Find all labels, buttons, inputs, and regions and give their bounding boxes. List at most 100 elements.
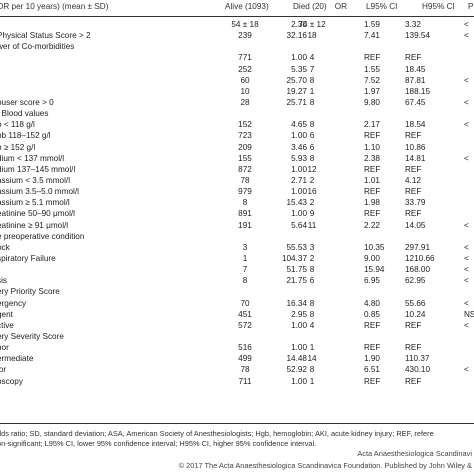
- cell-l95-ci: 10.35: [364, 242, 385, 252]
- cell-h95-ci: REF: [405, 209, 422, 219]
- cell-alive: 152: [238, 120, 252, 130]
- table-row: 771 4 1.00 REF REF: [0, 52, 474, 63]
- cell-alive: 78: [240, 365, 250, 375]
- cell-died: 6: [309, 276, 315, 286]
- cell-h95-ci: 4.12: [405, 175, 421, 185]
- cell-alive: 155: [238, 153, 252, 163]
- cell-died: 4: [309, 320, 315, 330]
- cell-odds-ratio: 1.00: [291, 376, 307, 386]
- cell-h95-ci: 55.66: [405, 298, 426, 308]
- cell-variable: gent: [0, 309, 13, 319]
- cell-variable: ob 118–152 g/l: [0, 131, 51, 141]
- cell-died: 1: [309, 86, 315, 96]
- cell-h95-ci: REF: [405, 131, 422, 141]
- cell-h95-ci: REF: [405, 376, 422, 386]
- cell-odds-ratio: 1.00: [291, 187, 307, 197]
- cell-odds-ratio: 1.00: [291, 343, 307, 353]
- cell-l95-ci: REF: [364, 164, 381, 174]
- header-or: OR: [334, 2, 347, 11]
- cell-died: 14: [307, 354, 317, 364]
- cell-odds-ratio: 2.71: [291, 175, 307, 185]
- cell-h95-ci: 14.05: [405, 220, 426, 230]
- cell-died: 74 ± 12: [298, 20, 326, 29]
- cell-odds-ratio: 2.30: [291, 20, 307, 29]
- cell-p-value: <: [464, 20, 469, 29]
- header-l95-ci: L95% CI: [366, 2, 398, 11]
- cell-died: 6: [309, 131, 315, 141]
- cell-variable: nor: [0, 343, 9, 353]
- cell-h95-ci: 33.79: [405, 198, 426, 208]
- cell-died: 8: [309, 265, 315, 275]
- cell-odds-ratio: 14.48: [286, 354, 308, 364]
- cell-h95-ci: 297.91: [405, 242, 431, 252]
- copyright-credit: © 2017 The Acta Anaesthesiologica Scandi…: [178, 461, 472, 470]
- cell-h95-ci: REF: [405, 187, 422, 197]
- cell-died: 2: [309, 253, 315, 263]
- header-variable: OR per 10 years) (mean ± SD): [0, 2, 109, 11]
- cell-p-value: <: [464, 242, 469, 252]
- cell-odds-ratio: 32.16: [286, 31, 308, 41]
- cell-alive: 78: [240, 175, 250, 185]
- cell-alive: 771: [238, 53, 252, 63]
- cell-p-value: <: [464, 365, 469, 375]
- cell-p-value: <: [464, 265, 469, 275]
- cell-variable: jor: [0, 365, 7, 375]
- cell-variable: dium 137–145 mmol/l: [0, 164, 76, 174]
- cell-l95-ci: 2.17: [364, 120, 380, 130]
- cell-died: 1: [309, 343, 315, 353]
- table-row: dium 137–145 mmol/l 872 12 1.00 REF REF: [0, 164, 474, 175]
- cell-p-value: NS: [464, 309, 474, 319]
- table-row: assium 3.5–5.0 mmol/l 979 16 1.00 REF REF: [0, 186, 474, 197]
- cell-variable: . Blood values: [0, 109, 49, 119]
- cell-variable: assium 3.5–5.0 mmol/l: [0, 187, 79, 197]
- footnote-line-1: dds ratio; SD, standard deviation; ASA, …: [0, 429, 434, 438]
- cell-p-value: <: [464, 220, 469, 230]
- cell-died: 6: [309, 142, 315, 152]
- cell-p-value: <: [464, 320, 469, 330]
- cell-odds-ratio: 25.70: [286, 75, 308, 85]
- cell-variable: ery Priority Score: [0, 287, 60, 297]
- cell-h95-ci: 3.32: [405, 20, 421, 29]
- cell-l95-ci: 1.98: [364, 198, 380, 208]
- header-h95-ci: H95% CI: [422, 2, 455, 11]
- table-row: 10 1 19.27 1.97 188.15: [0, 86, 474, 97]
- cell-variable: spiratory Failure: [0, 253, 56, 263]
- table-row: wer of Co-morbidities: [0, 41, 474, 52]
- cell-l95-ci: 6.95: [364, 276, 380, 286]
- header-alive: Alive (1093): [225, 2, 269, 11]
- cell-variable: ctive: [0, 320, 14, 330]
- cell-alive: 70: [240, 298, 250, 308]
- cell-variable: oscopy: [0, 376, 23, 386]
- cell-variable: eatinine ≥ 91 μmol/l: [0, 220, 69, 230]
- cell-variable: wer of Co-morbidities: [0, 42, 75, 52]
- cell-l95-ci: 1.90: [364, 354, 380, 364]
- cell-l95-ci: 4.80: [364, 298, 380, 308]
- table-row: . Blood values: [0, 108, 474, 119]
- cell-odds-ratio: 21.75: [286, 276, 308, 286]
- cell-h95-ci: 430.10: [405, 365, 431, 375]
- cell-variable: sis: [0, 276, 8, 286]
- cell-p-value: <: [464, 253, 469, 263]
- cell-h95-ci: REF: [405, 320, 422, 330]
- table-row: assium ≥ 5.1 mmol/l 8 2 15.43 1.98 33.79: [0, 197, 474, 208]
- cell-died: 2: [309, 175, 315, 185]
- cell-alive: 252: [238, 64, 252, 74]
- footnote-line-2: on-significant; L95% CI, lower 95% confi…: [0, 439, 317, 448]
- cell-odds-ratio: 2.95: [291, 309, 307, 319]
- cell-l95-ci: REF: [364, 376, 381, 386]
- cell-h95-ci: 168.00: [405, 265, 431, 275]
- cell-died: 7: [309, 64, 315, 74]
- cell-l95-ci: 7.41: [364, 31, 380, 41]
- cell-alive: 54 ± 18: [231, 20, 259, 29]
- cell-odds-ratio: 1.00: [291, 209, 307, 219]
- table-row: 60 8 25.70 7.52 87.81 <: [0, 75, 474, 86]
- header-p-value: P: [468, 2, 474, 11]
- cell-l95-ci: 15.94: [364, 265, 385, 275]
- cell-l95-ci: 2.38: [364, 153, 380, 163]
- cell-h95-ci: 67.45: [405, 97, 426, 107]
- table-row: jor 78 852.92 6.51 430.10 <: [0, 364, 474, 375]
- cell-variable: b < 118 g/l: [0, 120, 35, 130]
